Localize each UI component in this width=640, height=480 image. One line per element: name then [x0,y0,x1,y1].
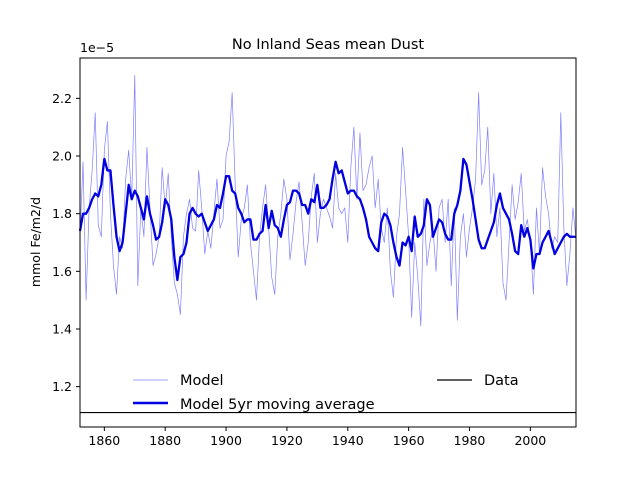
x-tick-label: 1940 [332,433,364,448]
y-tick-label: 2.2 [52,91,72,106]
y-tick-label: 1.4 [52,321,72,336]
x-tick-label: 1860 [88,433,120,448]
x-tick-label: 1900 [210,433,242,448]
x-tick-label: 1960 [393,433,425,448]
y-offset-label: 1e−5 [80,40,114,55]
y-tick-label: 2.0 [52,149,72,164]
legend-label-data: Data [484,373,519,389]
y-tick-label: 1.2 [52,379,72,394]
x-tick-label: 1880 [149,433,181,448]
plot-frame [79,57,577,428]
legend-label-moving-average: Model 5yr moving average [180,397,375,413]
legend: Model Model 5yr moving average Data [133,373,519,413]
model-series [79,74,577,327]
y-tick-label: 1.6 [52,264,72,279]
moving-average-series [78,157,576,282]
y-axis-label: mmol Fe/m2/d [28,197,43,287]
x-axis-ticks: 1860 1880 1900 1920 1940 1960 1980 2000 [88,427,546,448]
chart-title: No Inland Seas mean Dust [232,37,425,53]
model-line [79,74,577,327]
x-tick-label: 2000 [514,433,546,448]
plot-area [78,74,577,414]
y-axis-ticks: 1.2 1.4 1.6 1.8 2.0 2.2 [52,91,80,394]
legend-label-model: Model [180,373,224,389]
y-tick-label: 1.8 [52,206,72,221]
moving-average-line [78,157,576,282]
x-tick-label: 1920 [271,433,303,448]
x-tick-label: 1980 [454,433,486,448]
